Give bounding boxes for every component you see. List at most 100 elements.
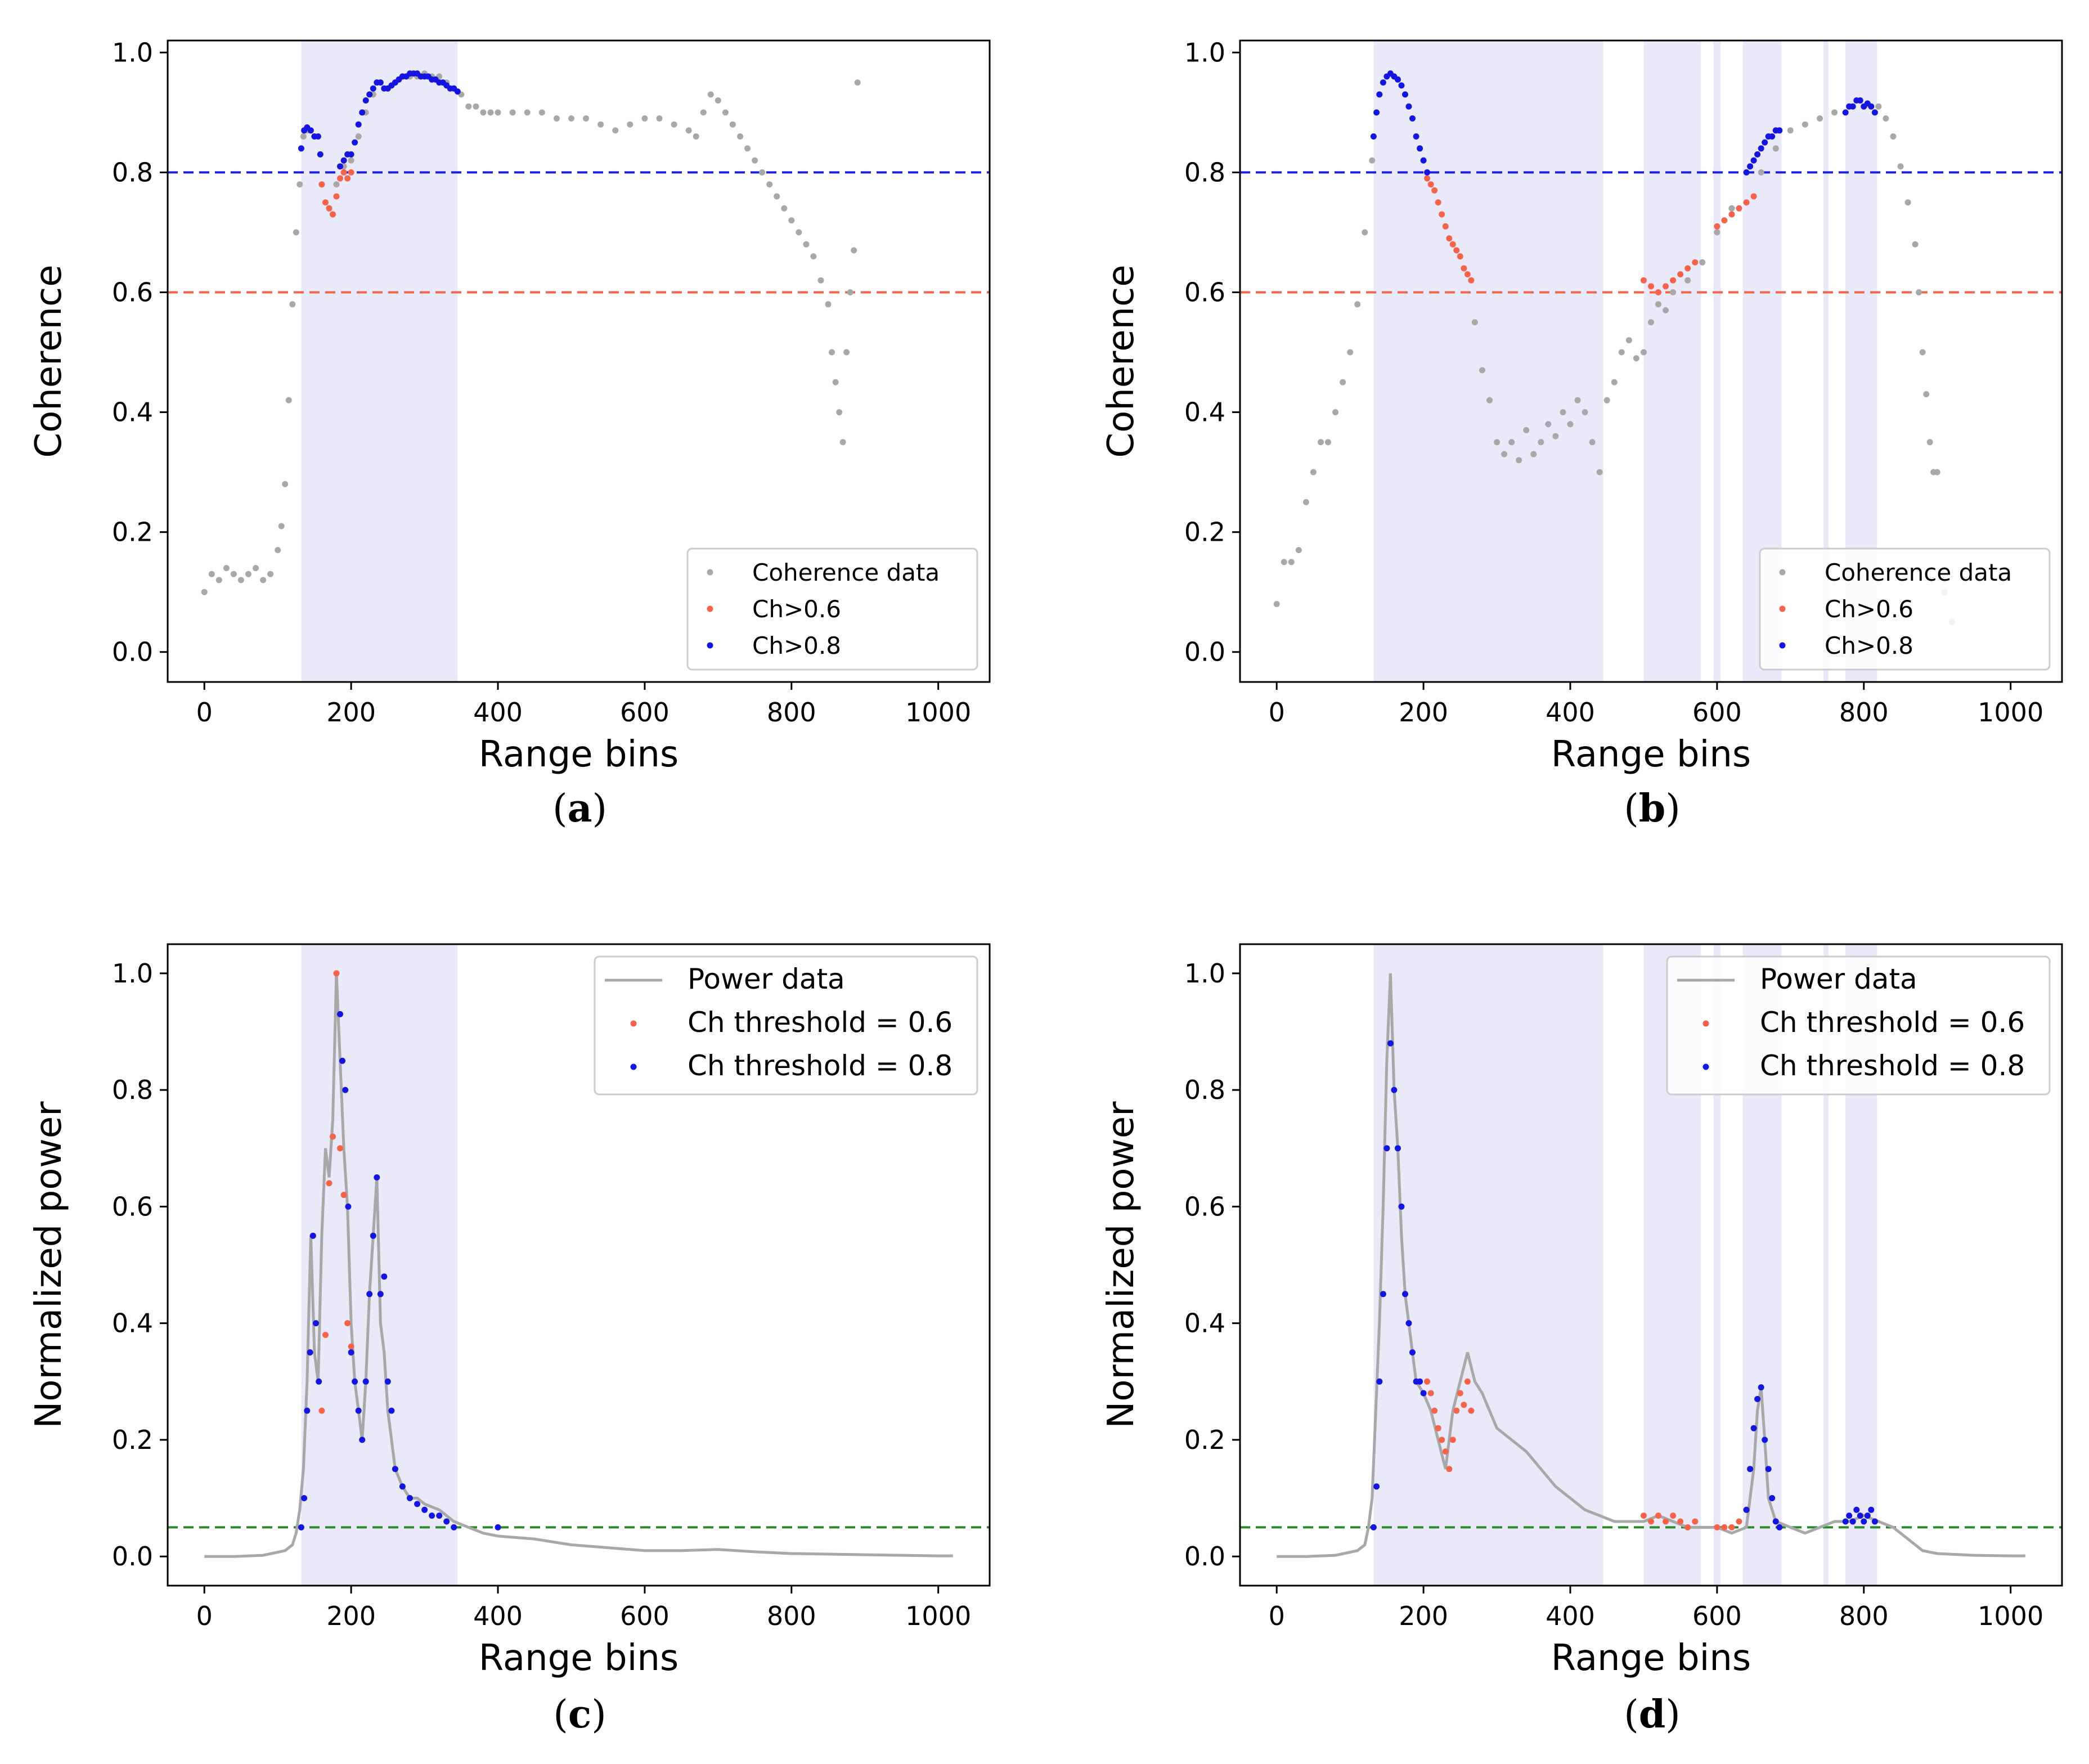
data-point	[1842, 1518, 1849, 1525]
data-point	[355, 133, 362, 140]
data-point	[1641, 1512, 1647, 1519]
data-point	[1699, 259, 1706, 266]
x-tick-label: 1000	[1978, 697, 2043, 728]
data-point	[1409, 1349, 1416, 1355]
data-point	[337, 1145, 343, 1152]
data-point	[1714, 223, 1720, 230]
caption-close-paren: )	[1665, 787, 1681, 831]
data-point	[832, 379, 839, 385]
data-point	[817, 277, 824, 284]
data-point	[1663, 307, 1669, 313]
data-point	[381, 1273, 388, 1280]
data-point	[1618, 349, 1625, 356]
data-point	[641, 115, 648, 122]
data-point	[1868, 1506, 1875, 1513]
y-tick-label: 0.4	[1184, 397, 1225, 428]
y-tick-label: 0.0	[112, 1541, 153, 1572]
data-point	[362, 1378, 369, 1385]
data-point	[480, 109, 487, 116]
data-point	[337, 175, 343, 182]
caption-open-paren: (	[553, 1693, 568, 1737]
data-point	[1530, 451, 1537, 457]
legend-label: Ch>0.6	[1825, 595, 1913, 623]
x-tick-label: 800	[767, 1601, 816, 1631]
data-point	[1431, 1407, 1438, 1414]
caption-letter: a	[567, 786, 592, 831]
data-point	[1603, 397, 1610, 403]
shaded-region	[301, 41, 458, 682]
data-point	[374, 1174, 380, 1181]
data-point	[1464, 271, 1471, 277]
data-point	[1494, 439, 1501, 446]
y-tick-label: 0.0	[1184, 1541, 1225, 1572]
y-tick-label: 0.6	[1184, 277, 1225, 307]
data-point	[1648, 319, 1654, 326]
data-point	[1641, 349, 1647, 356]
data-point	[766, 181, 773, 188]
y-axis-label: Normalized power	[1100, 1101, 1142, 1429]
y-tick-label: 0.6	[1184, 1191, 1225, 1222]
x-axis-label: Range bins	[1551, 1637, 1751, 1679]
data-point	[854, 79, 861, 86]
data-point	[1449, 241, 1456, 248]
data-point	[1552, 433, 1559, 439]
data-point	[326, 1180, 333, 1187]
caption-close-paren: )	[591, 1693, 607, 1737]
data-point	[1501, 451, 1508, 457]
data-point	[298, 145, 304, 152]
data-point	[340, 1192, 347, 1199]
data-point	[414, 1501, 420, 1507]
x-tick-label: 0	[1269, 1601, 1285, 1631]
y-tick-label: 0.6	[112, 277, 153, 307]
data-point	[803, 241, 810, 248]
data-point	[377, 1291, 384, 1298]
data-point	[829, 349, 835, 356]
data-point	[344, 1320, 351, 1327]
legend-box	[1759, 547, 2051, 671]
data-point	[1728, 205, 1735, 212]
legend-dot-marker	[707, 642, 713, 649]
data-point	[1413, 133, 1419, 140]
data-point	[1435, 1425, 1441, 1431]
x-tick-label: 800	[767, 697, 816, 728]
data-point	[1538, 439, 1544, 446]
data-point	[339, 1057, 345, 1064]
data-point	[317, 151, 324, 158]
y-tick-label: 0.8	[1184, 1075, 1225, 1105]
data-point	[1391, 1087, 1398, 1093]
data-point	[1897, 163, 1904, 170]
data-point	[253, 565, 259, 572]
legend-label: Coherence data	[1825, 559, 2012, 586]
data-point	[1802, 121, 1808, 128]
data-point	[318, 1407, 325, 1414]
data-point	[538, 109, 545, 116]
shaded-region	[1713, 41, 1721, 682]
data-point	[344, 175, 351, 182]
data-point	[1692, 1518, 1699, 1525]
data-point	[796, 229, 802, 236]
data-point	[1692, 259, 1699, 266]
data-point	[685, 127, 692, 134]
data-point	[1849, 103, 1856, 110]
legend-dot-marker	[707, 605, 713, 612]
data-point	[843, 349, 850, 356]
x-tick-label: 600	[620, 697, 670, 728]
data-point	[267, 571, 274, 577]
data-point	[1883, 115, 1889, 122]
data-point	[1655, 301, 1661, 308]
data-point	[1864, 1512, 1871, 1519]
y-tick-label: 0.4	[112, 397, 153, 428]
data-point	[1402, 91, 1408, 98]
x-tick-label: 200	[1399, 697, 1448, 728]
data-point	[1857, 97, 1863, 104]
plot-frame	[1239, 943, 2063, 1587]
data-point	[1787, 127, 1794, 134]
data-point	[1625, 337, 1632, 344]
data-point	[1776, 1524, 1783, 1530]
data-point	[1516, 457, 1522, 464]
y-tick-label: 0.2	[1184, 1425, 1225, 1455]
data-point	[322, 199, 329, 206]
legend-box	[1666, 955, 2051, 1096]
data-point	[1728, 1524, 1735, 1530]
caption-open-paren: (	[1624, 1693, 1639, 1737]
